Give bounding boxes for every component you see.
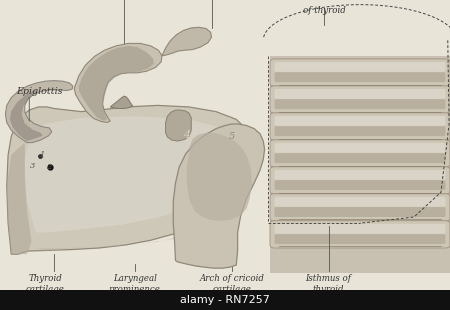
- Text: 2: 2: [46, 163, 51, 171]
- FancyBboxPatch shape: [274, 170, 446, 180]
- Polygon shape: [7, 105, 254, 254]
- FancyBboxPatch shape: [274, 99, 446, 109]
- Polygon shape: [110, 96, 133, 108]
- Text: Thyroid
cartilage: Thyroid cartilage: [26, 274, 64, 294]
- Polygon shape: [36, 180, 241, 250]
- Text: 3: 3: [30, 162, 36, 170]
- Polygon shape: [173, 124, 265, 268]
- Text: Epiglottis: Epiglottis: [16, 87, 62, 96]
- Polygon shape: [7, 143, 32, 254]
- FancyBboxPatch shape: [274, 197, 446, 207]
- FancyBboxPatch shape: [270, 221, 450, 248]
- FancyBboxPatch shape: [274, 116, 446, 126]
- FancyBboxPatch shape: [274, 234, 446, 244]
- Polygon shape: [162, 27, 212, 56]
- FancyBboxPatch shape: [270, 113, 450, 140]
- FancyBboxPatch shape: [274, 224, 446, 234]
- FancyBboxPatch shape: [270, 59, 450, 86]
- Text: alamy - RN7257: alamy - RN7257: [180, 295, 270, 305]
- Polygon shape: [25, 116, 236, 232]
- Polygon shape: [187, 133, 252, 221]
- FancyBboxPatch shape: [274, 143, 446, 153]
- FancyBboxPatch shape: [274, 207, 446, 217]
- Polygon shape: [5, 81, 73, 143]
- FancyBboxPatch shape: [270, 194, 450, 221]
- FancyBboxPatch shape: [274, 180, 446, 190]
- FancyBboxPatch shape: [270, 86, 450, 113]
- Text: 1: 1: [39, 151, 45, 159]
- Text: Laryngeal
prominence: Laryngeal prominence: [109, 274, 161, 294]
- Text: Arch of cricoid
cartilage: Arch of cricoid cartilage: [199, 274, 264, 294]
- Polygon shape: [270, 56, 450, 273]
- FancyBboxPatch shape: [270, 167, 450, 194]
- FancyBboxPatch shape: [274, 62, 446, 72]
- FancyBboxPatch shape: [274, 72, 446, 82]
- Polygon shape: [74, 43, 162, 122]
- Text: of thyroid: of thyroid: [302, 6, 346, 15]
- Text: 4: 4: [183, 130, 190, 140]
- FancyBboxPatch shape: [274, 126, 446, 136]
- Bar: [0, 290, 450, 310]
- FancyBboxPatch shape: [274, 89, 446, 99]
- Polygon shape: [79, 46, 154, 121]
- Polygon shape: [10, 90, 43, 141]
- Polygon shape: [166, 110, 191, 141]
- Text: 5: 5: [229, 132, 235, 141]
- FancyBboxPatch shape: [274, 153, 446, 163]
- Text: Isthmus of
thyroid: Isthmus of thyroid: [306, 274, 351, 294]
- FancyBboxPatch shape: [270, 140, 450, 167]
